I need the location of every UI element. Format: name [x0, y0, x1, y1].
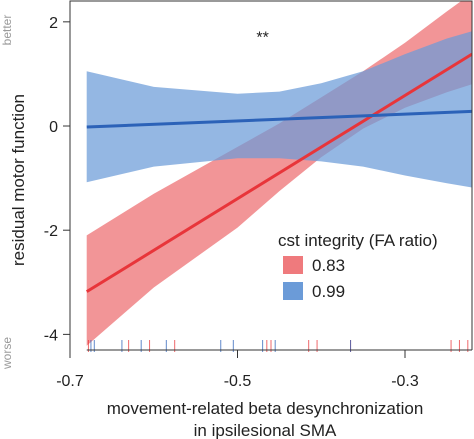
axis-labels: ** residual motor function better worse move… [0, 15, 423, 439]
y-tick-label: 2 [49, 15, 58, 32]
legend-label-0.99: 0.99 [312, 282, 345, 301]
significance-annotation: ** [256, 30, 268, 47]
x-tick-label: -0.5 [224, 373, 252, 390]
y-axis-label: residual motor function [9, 94, 28, 266]
y-tick-label: -2 [44, 223, 58, 240]
x-axis-label-line-1: movement-related beta desynchronization [107, 399, 424, 418]
plot-frame [69, 0, 473, 350]
better-label: better [0, 15, 14, 46]
confidence-band-0.99 [86, 31, 472, 188]
legend-swatch-0.99 [283, 282, 303, 300]
x-axis-label-line-2: in ipsilesional SMA [194, 421, 337, 439]
y-tick-label: -4 [44, 327, 58, 344]
fit-line-0.83 [85, 52, 472, 293]
legend-label-0.83: 0.83 [312, 256, 345, 275]
legend: cst integrity (FA ratio) 0.83 0.99 [278, 231, 438, 301]
fit-lines [85, 52, 472, 293]
legend-title: cst integrity (FA ratio) [278, 231, 438, 250]
x-tick-label: -0.7 [56, 373, 84, 390]
axes: 2 0 -2 -4 -0.7 -0.5 -0.3 [44, 0, 473, 390]
worse-label: worse [0, 337, 14, 370]
fit-line-0.99 [86, 109, 472, 129]
legend-swatch-0.83 [283, 256, 303, 274]
y-tick-label: 0 [49, 119, 58, 136]
x-tick-label: -0.3 [391, 373, 419, 390]
